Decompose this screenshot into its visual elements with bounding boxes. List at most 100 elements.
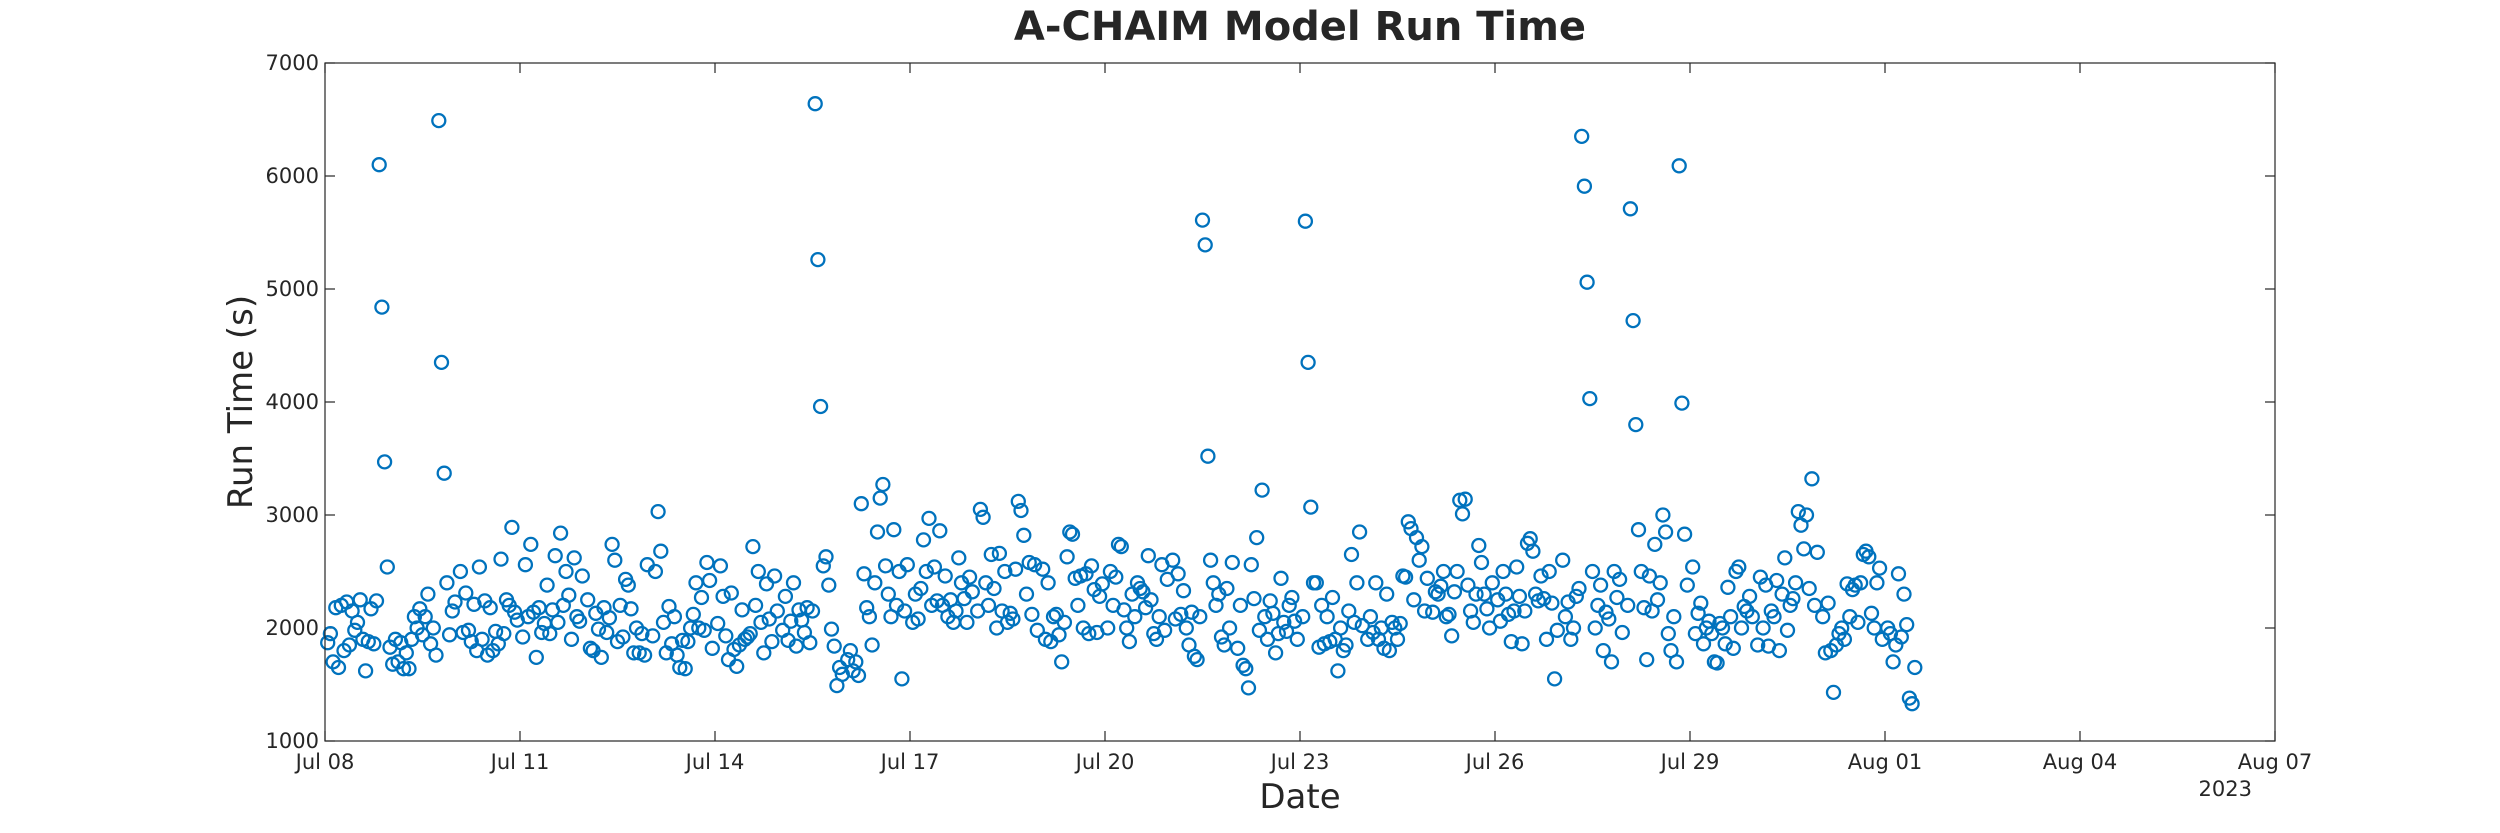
data-point — [831, 659, 848, 676]
data-point — [1029, 622, 1045, 638]
data-point — [417, 609, 433, 625]
x-tick-label: Aug 04 — [2043, 750, 2117, 774]
data-point — [983, 546, 999, 563]
data-point — [926, 559, 943, 575]
data-point — [320, 635, 336, 651]
data-point — [1173, 606, 1189, 623]
data-point — [1509, 559, 1525, 575]
x-tick-label: Jul 23 — [1269, 750, 1330, 774]
y-axis-ticks: 1000 2000 3000 4000 5000 6000 7000 — [266, 51, 2275, 753]
data-point — [1297, 213, 1314, 229]
data-point — [747, 597, 764, 614]
data-point — [1787, 575, 1804, 591]
data-point — [1175, 583, 1192, 599]
y-tick-label: 7000 — [266, 51, 319, 75]
data-point — [1110, 536, 1127, 553]
data-point — [750, 563, 766, 580]
data-point — [1254, 482, 1270, 498]
data-point — [1454, 506, 1471, 522]
data-point — [398, 645, 414, 661]
data-point — [341, 637, 358, 653]
data-point — [433, 354, 450, 371]
data-point — [1636, 600, 1652, 616]
data-point — [650, 503, 666, 520]
data-point — [1238, 661, 1254, 677]
data-point — [915, 532, 932, 548]
data-point — [826, 638, 842, 654]
data-point — [1308, 575, 1324, 591]
data-point — [1495, 563, 1511, 580]
data-point — [349, 614, 366, 631]
data-point — [523, 536, 539, 553]
x-tick-label: Jul 26 — [1464, 750, 1525, 774]
data-point — [1695, 636, 1712, 652]
data-point — [975, 509, 991, 525]
data-point — [561, 587, 577, 603]
data-point — [623, 601, 639, 617]
data-point — [471, 559, 488, 575]
data-point — [1907, 659, 1923, 676]
data-point — [701, 572, 718, 589]
data-point — [1430, 586, 1446, 602]
data-point — [1135, 584, 1151, 600]
data-point — [1379, 586, 1395, 602]
data-point — [894, 671, 910, 687]
data-point — [1620, 597, 1636, 614]
data-point — [753, 614, 769, 631]
data-point — [1782, 597, 1798, 614]
data-point — [769, 603, 785, 619]
data-point — [766, 568, 783, 584]
data-point — [677, 661, 693, 677]
data-point — [1639, 651, 1655, 668]
data-point — [1005, 611, 1021, 627]
data-point — [1628, 416, 1644, 433]
data-point — [1592, 577, 1609, 593]
data-point — [366, 636, 382, 652]
data-point — [1777, 550, 1793, 566]
data-point — [1625, 312, 1641, 329]
data-point — [1132, 580, 1148, 597]
data-point — [1471, 537, 1487, 554]
data-point — [1051, 627, 1067, 643]
data-point — [861, 609, 878, 625]
plot-area-frame — [324, 62, 2276, 742]
data-point — [1815, 609, 1831, 625]
data-point — [1574, 128, 1590, 145]
data-point — [1590, 597, 1606, 614]
data-point — [550, 614, 566, 631]
data-point — [1755, 620, 1771, 636]
data-point — [1273, 570, 1289, 586]
x-tick-label: Jul 20 — [1074, 750, 1135, 774]
data-point — [1064, 526, 1081, 542]
data-point — [1013, 502, 1029, 519]
data-point — [1381, 642, 1398, 659]
data-point — [1790, 503, 1806, 520]
data-point — [1240, 680, 1257, 696]
data-point — [745, 538, 761, 555]
data-point — [1603, 654, 1620, 670]
data-point — [1018, 586, 1035, 602]
data-point — [1319, 609, 1335, 625]
data-point — [918, 563, 934, 580]
data-point — [1587, 620, 1603, 636]
data-point — [1094, 576, 1110, 592]
data-point — [1725, 640, 1741, 656]
data-point — [439, 575, 455, 591]
data-point — [1741, 588, 1758, 605]
data-point — [715, 588, 731, 605]
data-point — [1582, 390, 1598, 407]
data-point — [1771, 642, 1788, 659]
data-point — [1852, 575, 1869, 591]
data-point — [352, 592, 368, 608]
data-point — [877, 558, 894, 574]
data-point — [1116, 602, 1132, 618]
data-point — [785, 575, 802, 591]
data-point — [856, 566, 872, 582]
data-point — [1785, 590, 1801, 607]
data-point — [1392, 615, 1408, 632]
data-point — [1054, 654, 1070, 670]
data-point — [1506, 603, 1522, 619]
data-point — [853, 496, 869, 512]
data-point — [558, 563, 574, 580]
